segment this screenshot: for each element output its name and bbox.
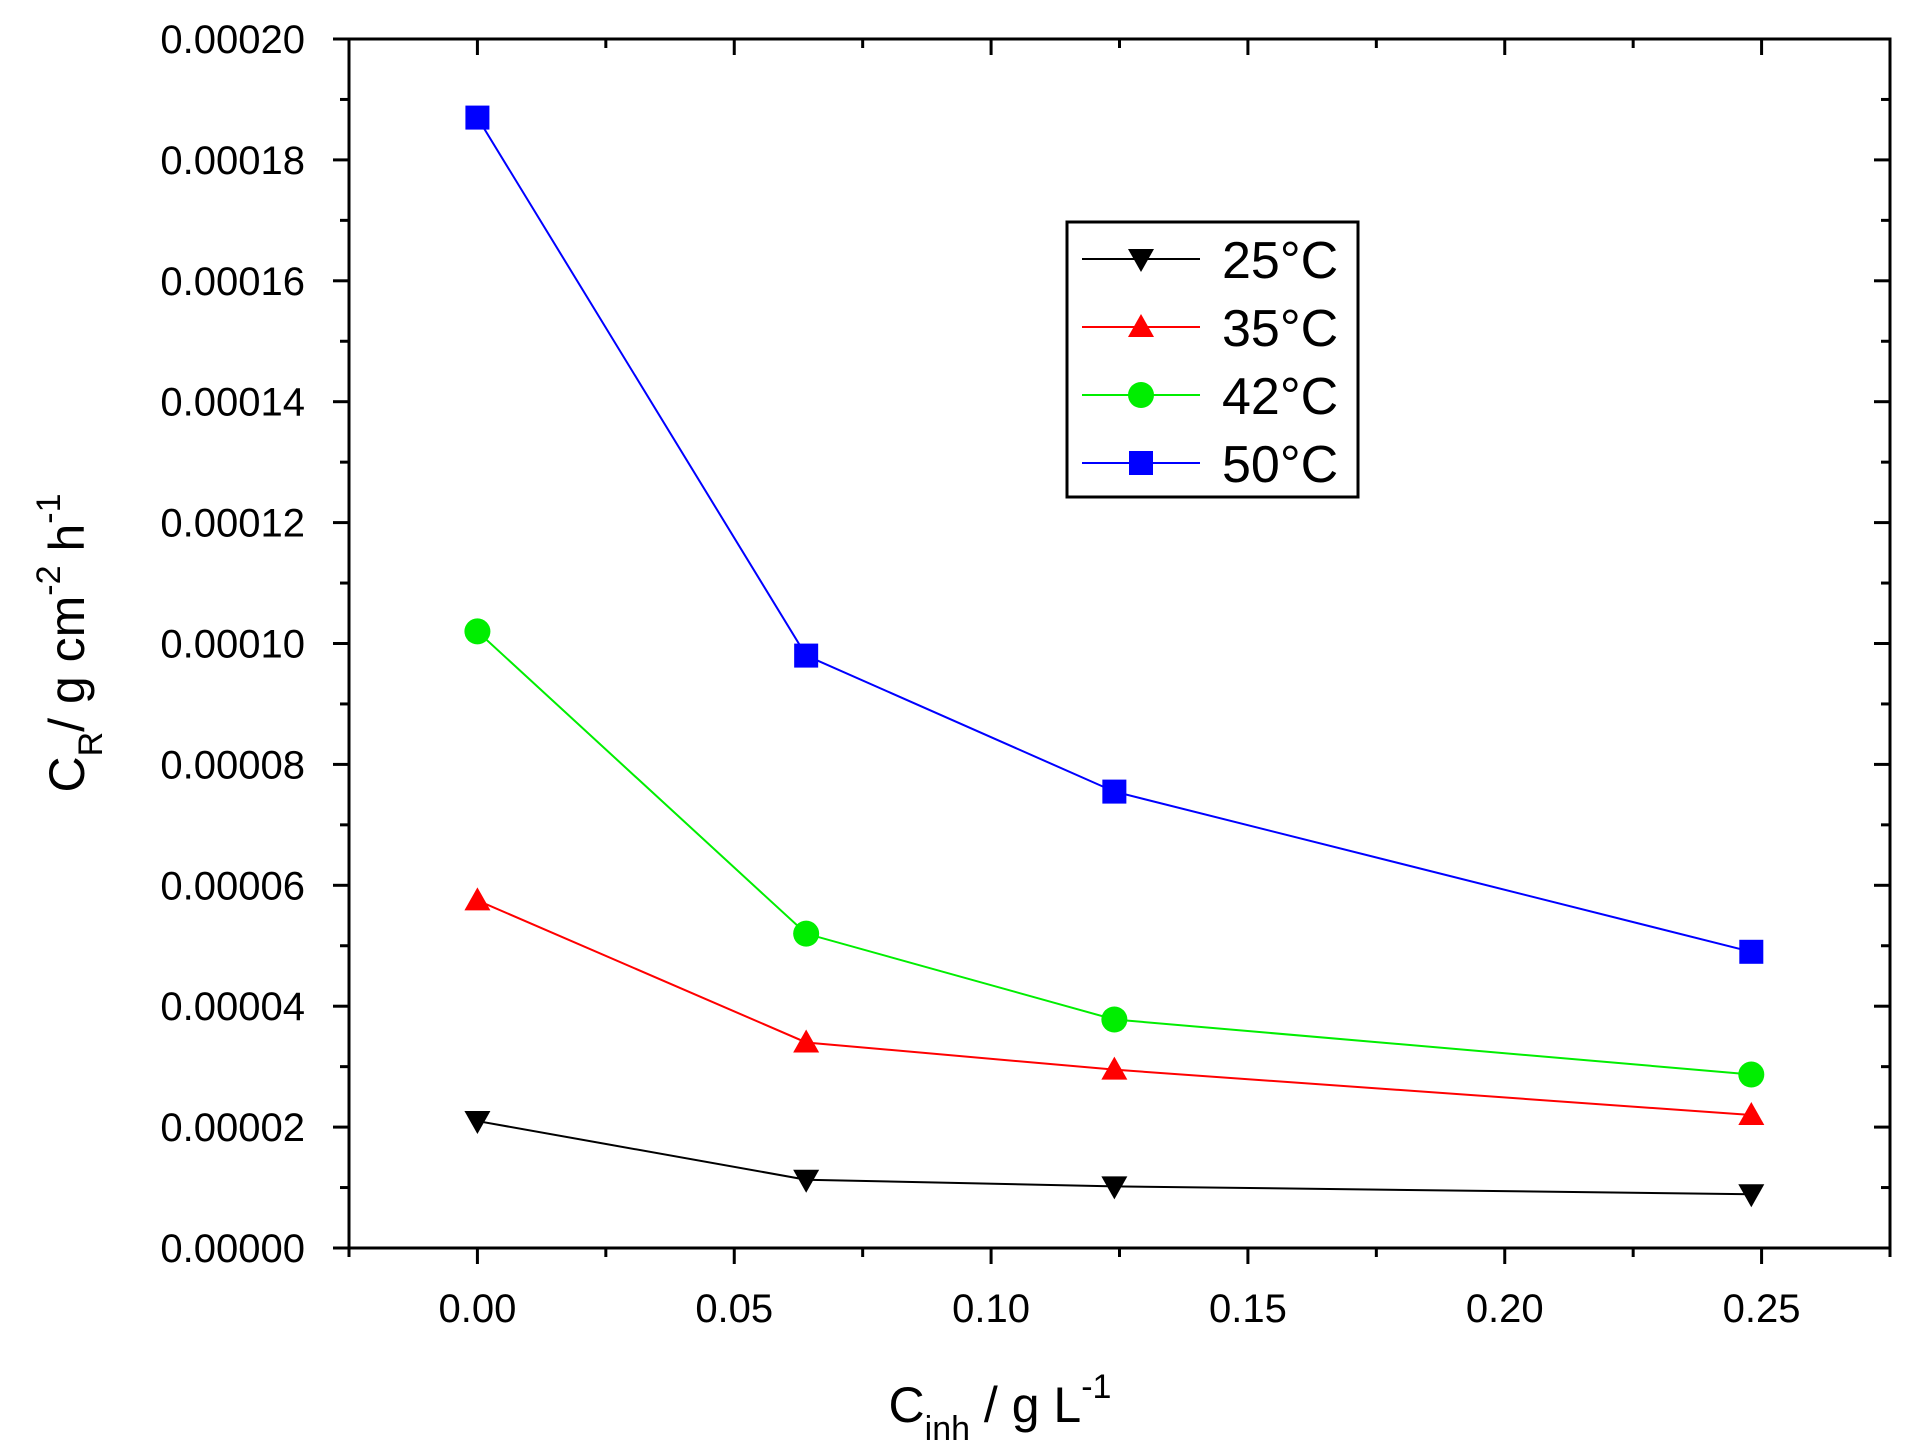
data-point	[1101, 1056, 1128, 1080]
y-tick-label: 0.00016	[160, 260, 305, 304]
y-tick-label: 0.00006	[160, 864, 305, 908]
x-tick-label: 0.00	[438, 1287, 516, 1331]
y-tick-label: 0.00018	[160, 139, 305, 183]
axis-titles: Cinh / g L-1 CR/ g cm-2 h-1	[30, 494, 1111, 1448]
data-point	[1738, 1102, 1765, 1126]
axes: 0.00 0.05 0.10 0.15 0.20 0.25 0.00000 0.00002 0.…	[160, 18, 1892, 1331]
legend-marker	[1128, 314, 1154, 337]
legend-marker	[1129, 451, 1153, 475]
data-point	[1738, 1184, 1765, 1208]
legend-marker	[1128, 382, 1154, 408]
x-tick-label: 0.10	[952, 1287, 1030, 1331]
y-tick-label: 0.00010	[160, 623, 305, 667]
x-tick-label: 0.25	[1723, 1287, 1801, 1331]
data-point	[464, 887, 491, 911]
legend-label: 35°C	[1222, 300, 1338, 358]
legend: 25°C 35°C 42°C 50°C	[1065, 220, 1360, 499]
legend-marker	[1128, 249, 1154, 272]
data-point	[464, 1111, 491, 1135]
legend-label: 25°C	[1222, 232, 1338, 290]
data-point	[793, 1169, 820, 1193]
data-point	[465, 105, 490, 130]
data-point	[1738, 1061, 1765, 1088]
y-tick-label: 0.00020	[160, 18, 305, 62]
legend-box	[1065, 220, 1360, 499]
y-tick-label: 0.00008	[160, 743, 305, 787]
data-point	[1101, 1006, 1128, 1033]
series-line	[477, 899, 1752, 1117]
y-tick-label: 0.00000	[160, 1227, 305, 1271]
y-tick-label: 0.00004	[160, 985, 305, 1029]
x-tick-label: 0.20	[1466, 1287, 1544, 1331]
x-axis-title: Cinh / g L-1	[889, 1368, 1112, 1448]
data-point	[793, 1029, 820, 1053]
series-line	[476, 630, 1752, 1076]
y-tick-label: 0.00014	[160, 381, 305, 425]
data-point	[793, 920, 820, 947]
y-tick-label: 0.00012	[160, 502, 305, 546]
series-group	[464, 105, 1765, 1208]
data-point	[1101, 1176, 1128, 1200]
legend-label: 42°C	[1222, 368, 1338, 426]
data-point	[464, 618, 491, 645]
x-tick-label: 0.05	[695, 1287, 773, 1331]
x-tick-label: 0.15	[1209, 1287, 1287, 1331]
y-axis-title: CR/ g cm-2 h-1	[30, 494, 110, 793]
data-point	[794, 643, 819, 668]
legend-label: 50°C	[1222, 436, 1338, 494]
series-line	[476, 117, 1752, 953]
series-line	[477, 1120, 1752, 1196]
data-point	[1102, 779, 1127, 804]
data-point	[1739, 939, 1764, 964]
y-tick-label: 0.00002	[160, 1106, 305, 1150]
